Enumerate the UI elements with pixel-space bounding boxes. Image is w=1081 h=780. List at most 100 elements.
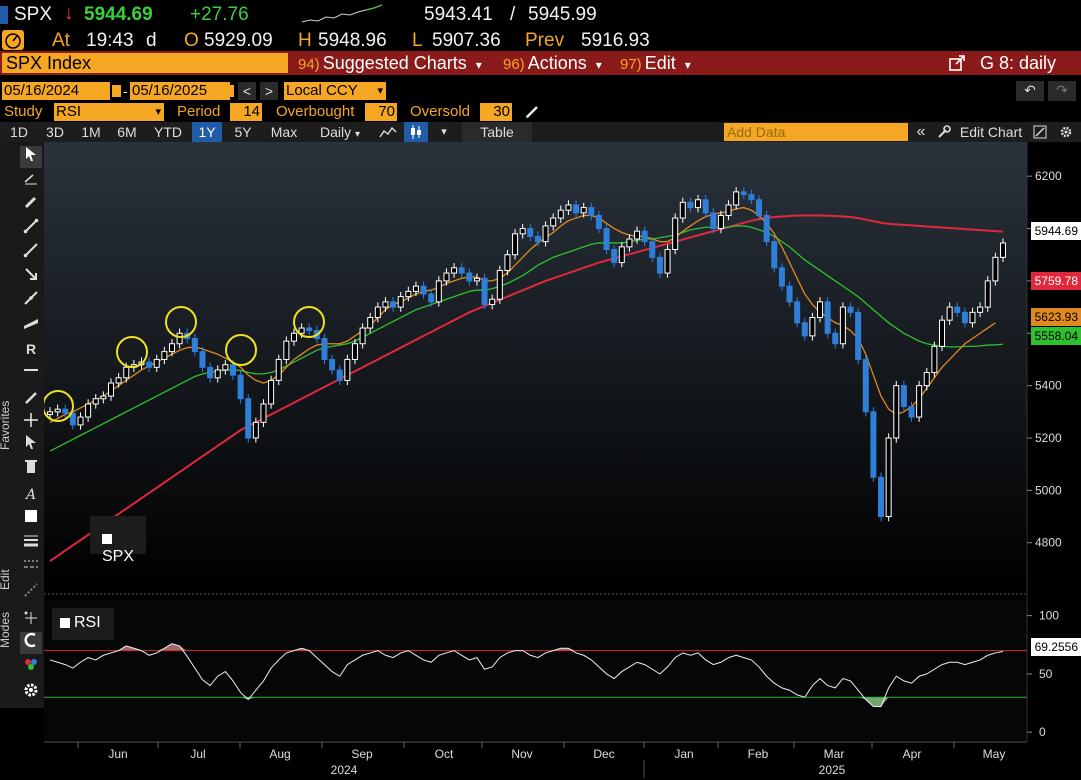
price-chart[interactable]: 62006000580056005400520050004800100500Ju… bbox=[44, 142, 1081, 780]
prev-close: 5916.93 bbox=[581, 30, 650, 51]
interval-select[interactable]: Daily ▾ bbox=[308, 122, 372, 142]
calendar-icon[interactable] bbox=[225, 85, 234, 97]
quote-time: 19:43 bbox=[86, 30, 134, 51]
candle-body bbox=[557, 209, 564, 219]
end-date-field[interactable]: 05/16/2025 bbox=[130, 82, 230, 100]
timeframe-1y[interactable]: 1Y bbox=[192, 122, 222, 142]
start-date-field[interactable]: 05/16/2024 bbox=[2, 82, 110, 100]
candles bbox=[47, 187, 1006, 522]
pop-out-icon[interactable] bbox=[948, 54, 966, 72]
color-palette-icon[interactable] bbox=[20, 656, 42, 678]
candle-body bbox=[595, 214, 602, 230]
range-forward-button[interactable]: > bbox=[260, 82, 278, 100]
wrench-icon[interactable] bbox=[934, 122, 954, 142]
rsi-line bbox=[49, 643, 1004, 708]
edit-menu[interactable]: 97) Edit ▾ bbox=[620, 51, 691, 75]
timeframe-max[interactable]: Max bbox=[270, 124, 298, 140]
oversold-field[interactable]: 30 bbox=[480, 103, 512, 121]
redo-button[interactable]: ↷ bbox=[1048, 81, 1076, 101]
candle-body bbox=[687, 201, 694, 209]
arrow-tool-icon[interactable] bbox=[20, 266, 42, 288]
candle-body bbox=[54, 408, 61, 413]
timeframe-ytd[interactable]: YTD bbox=[154, 124, 182, 140]
timeframe-1d[interactable]: 1D bbox=[10, 124, 28, 140]
clock-gauge-icon bbox=[2, 30, 24, 50]
spx-legend[interactable]: SPX bbox=[90, 516, 146, 565]
brush-icon[interactable] bbox=[20, 194, 42, 216]
timeframe-5y[interactable]: 5Y bbox=[234, 124, 252, 140]
candle-body bbox=[695, 199, 702, 209]
candlestick-icon[interactable] bbox=[404, 122, 428, 142]
highlight-circle bbox=[165, 306, 197, 338]
regression-icon[interactable]: R bbox=[25, 341, 37, 357]
candle-body bbox=[229, 364, 236, 376]
crosshair-icon[interactable] bbox=[20, 610, 42, 632]
undo-button[interactable]: ↶ bbox=[1016, 81, 1044, 101]
candle-body bbox=[92, 398, 99, 405]
study-select[interactable]: RSI ▾ bbox=[54, 103, 164, 121]
rsi-legend[interactable]: RSI bbox=[52, 608, 114, 640]
chevron-down-icon[interactable]: ▾ bbox=[441, 126, 447, 138]
high-price: 5948.96 bbox=[318, 30, 387, 51]
security-field[interactable]: SPX Index bbox=[2, 53, 288, 73]
fill-color-icon[interactable] bbox=[20, 508, 42, 530]
candle-body bbox=[222, 364, 229, 371]
segment-icon[interactable] bbox=[20, 290, 42, 312]
period-label: Period bbox=[177, 103, 221, 120]
overbought-field[interactable]: 70 bbox=[365, 103, 397, 121]
ticker[interactable]: SPX bbox=[14, 4, 53, 25]
line-chart-icon[interactable] bbox=[376, 122, 400, 142]
line-weight-icon[interactable] bbox=[20, 532, 42, 554]
ray-icon[interactable] bbox=[20, 242, 42, 264]
trash-icon[interactable] bbox=[20, 458, 42, 480]
calendar-icon[interactable] bbox=[112, 85, 121, 97]
chart-edit-icon[interactable] bbox=[1030, 122, 1050, 142]
x-month-label: Feb bbox=[748, 747, 769, 761]
period-field[interactable]: 14 bbox=[230, 103, 262, 121]
timeframe-3d[interactable]: 3D bbox=[46, 124, 64, 140]
channel-icon[interactable] bbox=[20, 314, 42, 336]
settings-gear-icon[interactable] bbox=[20, 682, 42, 704]
line-tool-icon[interactable] bbox=[20, 218, 42, 240]
suggested-charts-menu[interactable]: 94) Suggested Charts ▾ bbox=[298, 51, 482, 75]
overbought-fill bbox=[179, 645, 188, 651]
study-value: RSI bbox=[56, 103, 82, 120]
candle-body bbox=[237, 374, 244, 400]
chevron-down-icon: ▾ bbox=[155, 106, 161, 118]
table-button[interactable]: Table bbox=[462, 122, 532, 142]
y-tick-label: 6200 bbox=[1035, 169, 1062, 183]
trendline-icon[interactable] bbox=[20, 170, 42, 192]
move-icon[interactable] bbox=[20, 412, 42, 434]
timeframe-1m[interactable]: 1M bbox=[81, 124, 101, 140]
dotted-line-icon[interactable] bbox=[20, 582, 42, 604]
gear-icon[interactable] bbox=[1056, 122, 1076, 142]
modes-toolbar: Modes bbox=[0, 608, 44, 708]
pointer-icon[interactable] bbox=[20, 146, 42, 168]
candle-body bbox=[321, 338, 328, 360]
candle-body bbox=[47, 411, 53, 415]
edit-pencil-icon[interactable] bbox=[20, 390, 42, 412]
actions-menu[interactable]: 96) Actions ▾ bbox=[503, 51, 602, 75]
text-tool-icon[interactable]: A bbox=[25, 487, 37, 503]
candle-body bbox=[252, 421, 259, 439]
horizontal-line-icon[interactable] bbox=[20, 362, 42, 384]
collapse-icon[interactable]: « bbox=[916, 123, 926, 140]
pencil-icon[interactable] bbox=[524, 104, 540, 120]
edit-chart-button[interactable]: Edit Chart bbox=[959, 124, 1023, 140]
add-data-input[interactable]: Add Data bbox=[724, 123, 908, 141]
line-style-icon[interactable] bbox=[20, 556, 42, 578]
candle-body bbox=[268, 379, 275, 405]
magnet-icon[interactable] bbox=[20, 632, 42, 654]
range-back-button[interactable]: < bbox=[238, 82, 256, 100]
x-month-label: Jan bbox=[674, 747, 693, 761]
timeframe-6m[interactable]: 6M bbox=[117, 124, 137, 140]
currency-select[interactable]: Local CCY ▾ bbox=[284, 82, 386, 100]
x-month-label: Jun bbox=[108, 747, 127, 761]
open-label: O bbox=[184, 30, 199, 51]
candle-body bbox=[565, 204, 572, 211]
candle-body bbox=[641, 230, 648, 243]
study-label: Study bbox=[4, 103, 43, 120]
overbought-label: Overbought bbox=[276, 103, 355, 120]
select-arrow-icon[interactable] bbox=[20, 434, 42, 456]
x-month-label: Apr bbox=[903, 747, 922, 761]
